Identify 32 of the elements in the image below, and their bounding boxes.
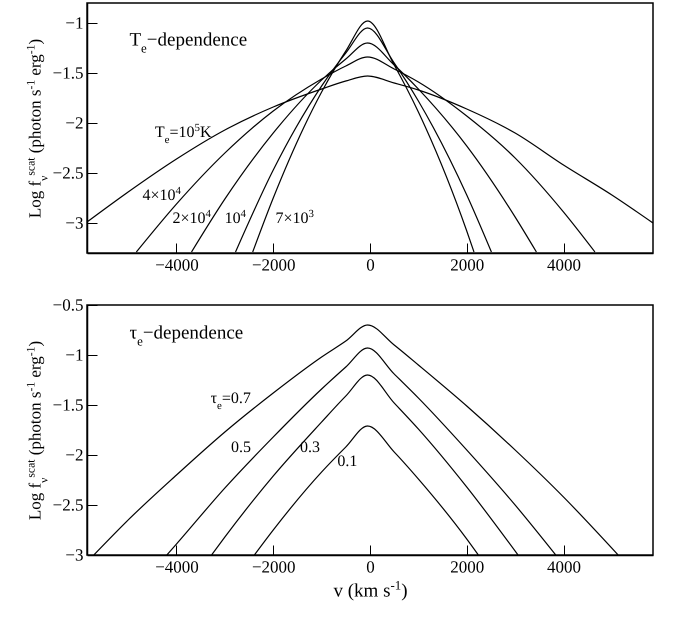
y-tick-label: −2.5 — [52, 164, 84, 182]
series-label: 7×10$^{3}$ — [275, 208, 315, 227]
series-label: 10$^{4}$ — [224, 208, 247, 227]
x-tick-label: −4000 — [155, 558, 199, 576]
y-tick-label: −0.5 — [52, 296, 84, 314]
x-tick-label: 4000 — [547, 558, 582, 576]
y-tick-label: −1.5 — [52, 396, 84, 414]
y-tick-label: −2 — [65, 446, 84, 464]
series-label: T$_{e}$=10$^{5}$K — [154, 122, 212, 146]
y-tick-label: −1 — [65, 346, 84, 364]
x-tick-label: −4000 — [155, 256, 199, 274]
x-tick-label: 0 — [366, 558, 375, 576]
text: τ$_{e}$−dependence — [129, 322, 244, 348]
x-tick-label: −2000 — [252, 256, 296, 274]
x-axis-title: v (km s$^{-1}$) — [333, 578, 408, 602]
x-tick-label: 4000 — [547, 256, 582, 274]
x-tick-label: 2000 — [450, 256, 484, 274]
y-tick-label: −1.5 — [52, 64, 84, 82]
text: T$_{e}$−dependence — [129, 29, 248, 56]
x-tick-label: 2000 — [450, 558, 484, 576]
series-label: 0.5 — [230, 439, 251, 456]
series-label: 0.1 — [337, 453, 358, 470]
y-tick-label: −3 — [65, 214, 84, 232]
series-label: τ$_{e}$=0.7 — [210, 390, 251, 412]
y-tick-label: −2 — [65, 114, 84, 132]
series-label: 2×10$^{4}$ — [172, 208, 212, 227]
y-tick-label: −3 — [65, 546, 84, 564]
x-tick-label: −2000 — [252, 558, 296, 576]
y-tick-label: −1 — [65, 14, 84, 32]
series-label: 4×10$^{4}$ — [142, 185, 182, 204]
x-tick-label: 0 — [366, 256, 375, 274]
y-tick-label: −2.5 — [52, 496, 84, 514]
